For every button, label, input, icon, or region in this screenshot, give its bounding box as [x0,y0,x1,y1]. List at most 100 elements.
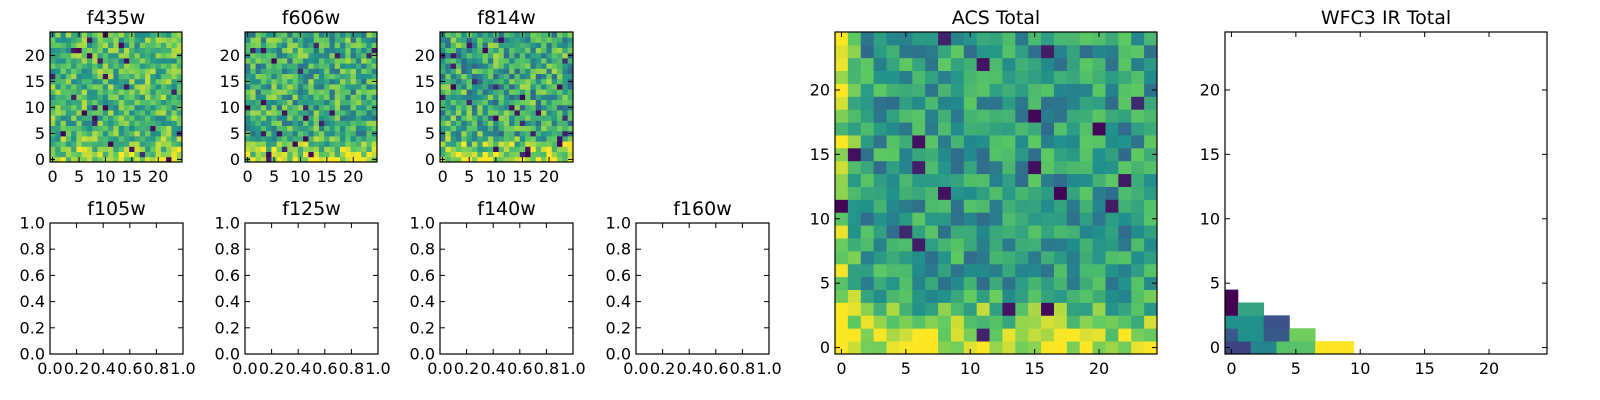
f814w-cell [509,78,515,85]
acs-total-cell [1015,109,1029,123]
acs-total-cell [1105,276,1119,290]
f435w-cell [76,84,83,90]
f814w-cell [466,58,473,64]
f435w-cell [166,115,172,121]
f435w-cell [145,136,151,142]
acs-total-cell [1079,173,1093,187]
acs-total-cell [1118,173,1132,187]
f814w-cell [551,125,558,132]
f435w-cell [150,42,156,48]
acs-total-cell [1041,315,1055,329]
f814w-cell [541,99,547,106]
f814w-cell [551,99,558,106]
f814w-cell [477,63,483,69]
acs-total-cell [847,70,862,84]
f435w-cell [81,141,88,147]
f814w-cell [546,94,553,100]
f435w-cell [134,130,141,137]
f606w-cell [255,130,262,137]
f606w-cell [297,104,304,111]
f814w-cell [530,78,537,85]
f606w-cell [313,115,320,121]
f606w-cell [260,136,267,142]
f814w-cell [445,141,452,147]
f606w-cell [260,58,267,64]
f435w-cell [113,73,120,80]
acs-total-cell [950,302,965,316]
f435w-cell [65,120,72,126]
f435w-cell [50,141,56,147]
f814w-cell [482,115,489,121]
acs-total-cell [1131,302,1145,316]
f606w-cell [303,115,309,121]
f435w-cell [129,78,135,85]
f814w-cell [445,99,452,106]
acs-total-cell [1079,44,1093,59]
f435w-cell [108,42,114,48]
acs-total-cell [1092,225,1106,239]
f814w-cell [450,151,457,158]
f606w-cell [340,58,346,64]
f814w-cell [503,136,510,142]
acs-total-cell [1015,135,1029,149]
f606w-cell [313,125,320,132]
f814w-cell [541,73,547,80]
f435w-cell [81,136,88,142]
f814w-cell [487,78,494,85]
acs-total-cell [950,186,965,200]
f435w-cell [129,141,135,147]
acs-total-cell [1066,160,1081,175]
f814w-cell [562,130,569,137]
f606w-cell [355,115,362,121]
acs-total-xtick-label: 10 [960,359,980,378]
acs-total-cell [963,289,978,303]
acs-total-cell [925,250,939,265]
f814w-cell [525,73,531,80]
f606w-cell [350,104,357,111]
acs-total-cell [912,173,926,187]
f140w-xtick-label: 0.8 [534,359,559,378]
f606w-cell [297,42,304,48]
f814w-cell [455,47,462,54]
f814w-cell [567,37,574,43]
f814w-cell [530,156,537,163]
f606w-cell [371,58,378,64]
f814w-cell [487,115,494,121]
f606w-cell [271,110,278,116]
f140w-xtick-label: 1.0 [560,359,585,378]
acs-total-cell [886,147,900,162]
f606w-cell [303,146,309,152]
f814w-cell [461,94,467,100]
f435w-cell [118,120,125,126]
f814w-cell [493,146,499,152]
acs-total-cell [976,83,990,97]
acs-total-cell [1066,135,1081,149]
f606w-cell [260,151,267,158]
f606w-cell [324,120,330,126]
f606w-cell [324,130,330,137]
f814w-cell [493,115,499,121]
f606w-cell [281,42,288,48]
f606w-cell [313,58,320,64]
f435w-cell [176,151,183,158]
acs-total-cell [912,263,926,278]
f814w-cell [445,146,452,152]
f814w-cell [487,52,494,59]
acs-total-cell [1118,225,1132,239]
f814w-cell [466,104,473,111]
f814w-cell [498,42,505,48]
wfc3-ir-total-ytick-label: 0 [1210,338,1220,357]
f435w-cell [65,115,72,121]
f435w-cell [160,136,167,142]
f606w-cell [292,73,299,80]
f435w-cell [176,58,183,64]
acs-total-cell [1079,122,1093,136]
f814w-cell [477,99,483,106]
acs-total-cell [1015,238,1029,252]
f435w-cell [123,37,130,43]
f814w-cell [567,73,574,80]
f435w-cell [76,78,83,85]
f435w-cell [166,94,172,100]
f606w-cell [366,156,373,163]
